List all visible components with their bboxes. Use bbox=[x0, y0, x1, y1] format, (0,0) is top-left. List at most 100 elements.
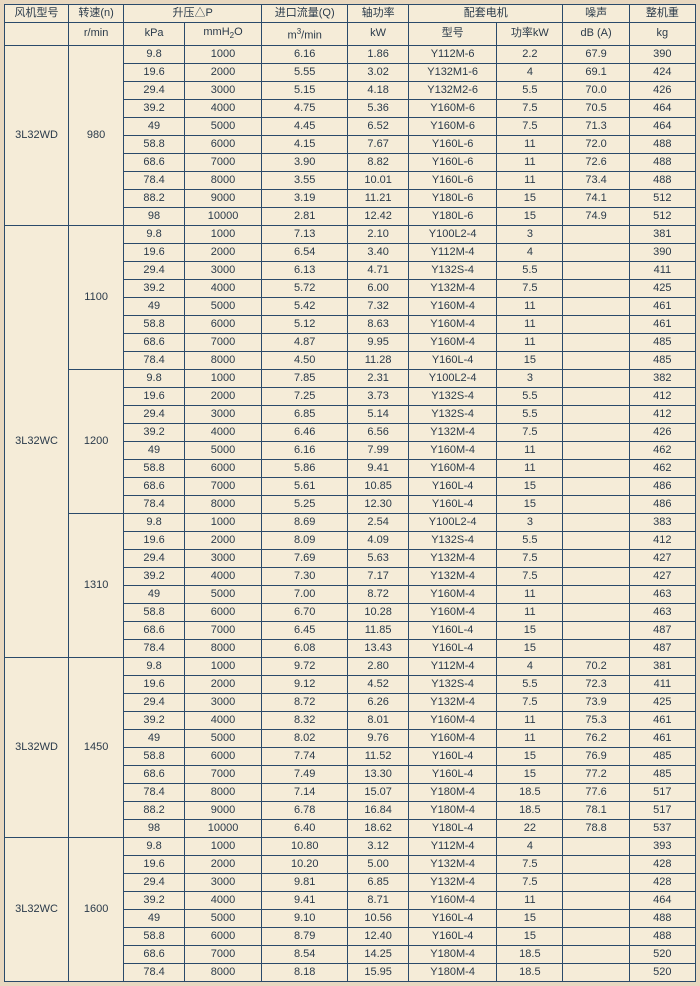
value-cell bbox=[563, 477, 629, 495]
value-cell: 9.8 bbox=[124, 45, 185, 63]
speed-cell: 1200 bbox=[69, 369, 124, 513]
value-cell: 6.26 bbox=[348, 693, 409, 711]
value-cell: 411 bbox=[629, 261, 695, 279]
value-cell: Y160M-4 bbox=[408, 603, 496, 621]
value-cell: 4000 bbox=[184, 567, 261, 585]
value-cell: 517 bbox=[629, 801, 695, 819]
value-cell: 485 bbox=[629, 351, 695, 369]
value-cell: 1000 bbox=[184, 837, 261, 855]
hdr-model-blank bbox=[5, 23, 69, 46]
value-cell: 520 bbox=[629, 945, 695, 963]
value-cell: 11 bbox=[497, 585, 563, 603]
value-cell: 382 bbox=[629, 369, 695, 387]
value-cell: Y160L-4 bbox=[408, 477, 496, 495]
value-cell: 461 bbox=[629, 297, 695, 315]
value-cell: Y180L-4 bbox=[408, 819, 496, 837]
value-cell: 8.82 bbox=[348, 153, 409, 171]
value-cell: 19.6 bbox=[124, 63, 185, 81]
value-cell: 7.5 bbox=[497, 567, 563, 585]
value-cell: 425 bbox=[629, 693, 695, 711]
value-cell bbox=[563, 909, 629, 927]
value-cell: Y132M-4 bbox=[408, 693, 496, 711]
value-cell: 5.5 bbox=[497, 531, 563, 549]
value-cell: 427 bbox=[629, 567, 695, 585]
value-cell: Y160M-4 bbox=[408, 711, 496, 729]
value-cell bbox=[563, 621, 629, 639]
value-cell: 71.3 bbox=[563, 117, 629, 135]
value-cell: 39.2 bbox=[124, 279, 185, 297]
value-cell: 5000 bbox=[184, 909, 261, 927]
value-cell: 70.2 bbox=[563, 657, 629, 675]
hdr-weight: 整机重 bbox=[629, 5, 695, 23]
value-cell: 4.18 bbox=[348, 81, 409, 99]
value-cell: 76.9 bbox=[563, 747, 629, 765]
value-cell: 426 bbox=[629, 423, 695, 441]
value-cell: 18.5 bbox=[497, 945, 563, 963]
value-cell: 7000 bbox=[184, 765, 261, 783]
value-cell: 390 bbox=[629, 243, 695, 261]
value-cell: 8.71 bbox=[348, 891, 409, 909]
value-cell: 7000 bbox=[184, 621, 261, 639]
value-cell: 7000 bbox=[184, 333, 261, 351]
data-row: 3L32WD14509.810009.722.80Y112M-4470.2381 bbox=[5, 657, 696, 675]
value-cell: Y132M-4 bbox=[408, 279, 496, 297]
value-cell: 11 bbox=[497, 711, 563, 729]
value-cell: 3.12 bbox=[348, 837, 409, 855]
value-cell bbox=[563, 459, 629, 477]
value-cell: 486 bbox=[629, 495, 695, 513]
value-cell: 19.6 bbox=[124, 855, 185, 873]
value-cell: 3000 bbox=[184, 261, 261, 279]
value-cell: 10.28 bbox=[348, 603, 409, 621]
value-cell: 426 bbox=[629, 81, 695, 99]
value-cell: Y160L-4 bbox=[408, 639, 496, 657]
value-cell: 10.01 bbox=[348, 171, 409, 189]
value-cell: Y132M-4 bbox=[408, 423, 496, 441]
value-cell: 11 bbox=[497, 171, 563, 189]
value-cell: 70.5 bbox=[563, 99, 629, 117]
value-cell: 5.5 bbox=[497, 405, 563, 423]
model-cell: 3L32WC bbox=[5, 225, 69, 657]
data-row: 13109.810008.692.54Y100L2-43383 bbox=[5, 513, 696, 531]
value-cell: 537 bbox=[629, 819, 695, 837]
hdr-db: dB (A) bbox=[563, 23, 629, 46]
value-cell: 69.1 bbox=[563, 63, 629, 81]
value-cell: 4.45 bbox=[262, 117, 348, 135]
value-cell: 6.78 bbox=[262, 801, 348, 819]
value-cell: 4 bbox=[497, 63, 563, 81]
value-cell: 4000 bbox=[184, 423, 261, 441]
value-cell bbox=[563, 351, 629, 369]
value-cell: 4.50 bbox=[262, 351, 348, 369]
value-cell: 58.8 bbox=[124, 603, 185, 621]
value-cell: 78.1 bbox=[563, 801, 629, 819]
value-cell bbox=[563, 549, 629, 567]
value-cell bbox=[563, 333, 629, 351]
value-cell: 488 bbox=[629, 153, 695, 171]
value-cell: 11 bbox=[497, 459, 563, 477]
value-cell: 8000 bbox=[184, 963, 261, 981]
value-cell: Y180M-4 bbox=[408, 963, 496, 981]
value-cell: 425 bbox=[629, 279, 695, 297]
value-cell: 7000 bbox=[184, 477, 261, 495]
value-cell: 7000 bbox=[184, 945, 261, 963]
value-cell: 98 bbox=[124, 819, 185, 837]
value-cell: 3.40 bbox=[348, 243, 409, 261]
hdr-motor-model: 型号 bbox=[408, 23, 496, 46]
value-cell: 6.16 bbox=[262, 45, 348, 63]
value-cell: 49 bbox=[124, 441, 185, 459]
value-cell: 5000 bbox=[184, 729, 261, 747]
value-cell: 6.56 bbox=[348, 423, 409, 441]
value-cell: 15.07 bbox=[348, 783, 409, 801]
value-cell: 5000 bbox=[184, 441, 261, 459]
value-cell bbox=[563, 855, 629, 873]
value-cell: Y112M-4 bbox=[408, 657, 496, 675]
value-cell: 13.43 bbox=[348, 639, 409, 657]
value-cell: 10.80 bbox=[262, 837, 348, 855]
value-cell: 5.25 bbox=[262, 495, 348, 513]
value-cell: 412 bbox=[629, 405, 695, 423]
value-cell: 461 bbox=[629, 315, 695, 333]
value-cell: 19.6 bbox=[124, 531, 185, 549]
value-cell: 8.54 bbox=[262, 945, 348, 963]
value-cell: Y160M-4 bbox=[408, 333, 496, 351]
value-cell: 58.8 bbox=[124, 927, 185, 945]
value-cell: 9000 bbox=[184, 801, 261, 819]
